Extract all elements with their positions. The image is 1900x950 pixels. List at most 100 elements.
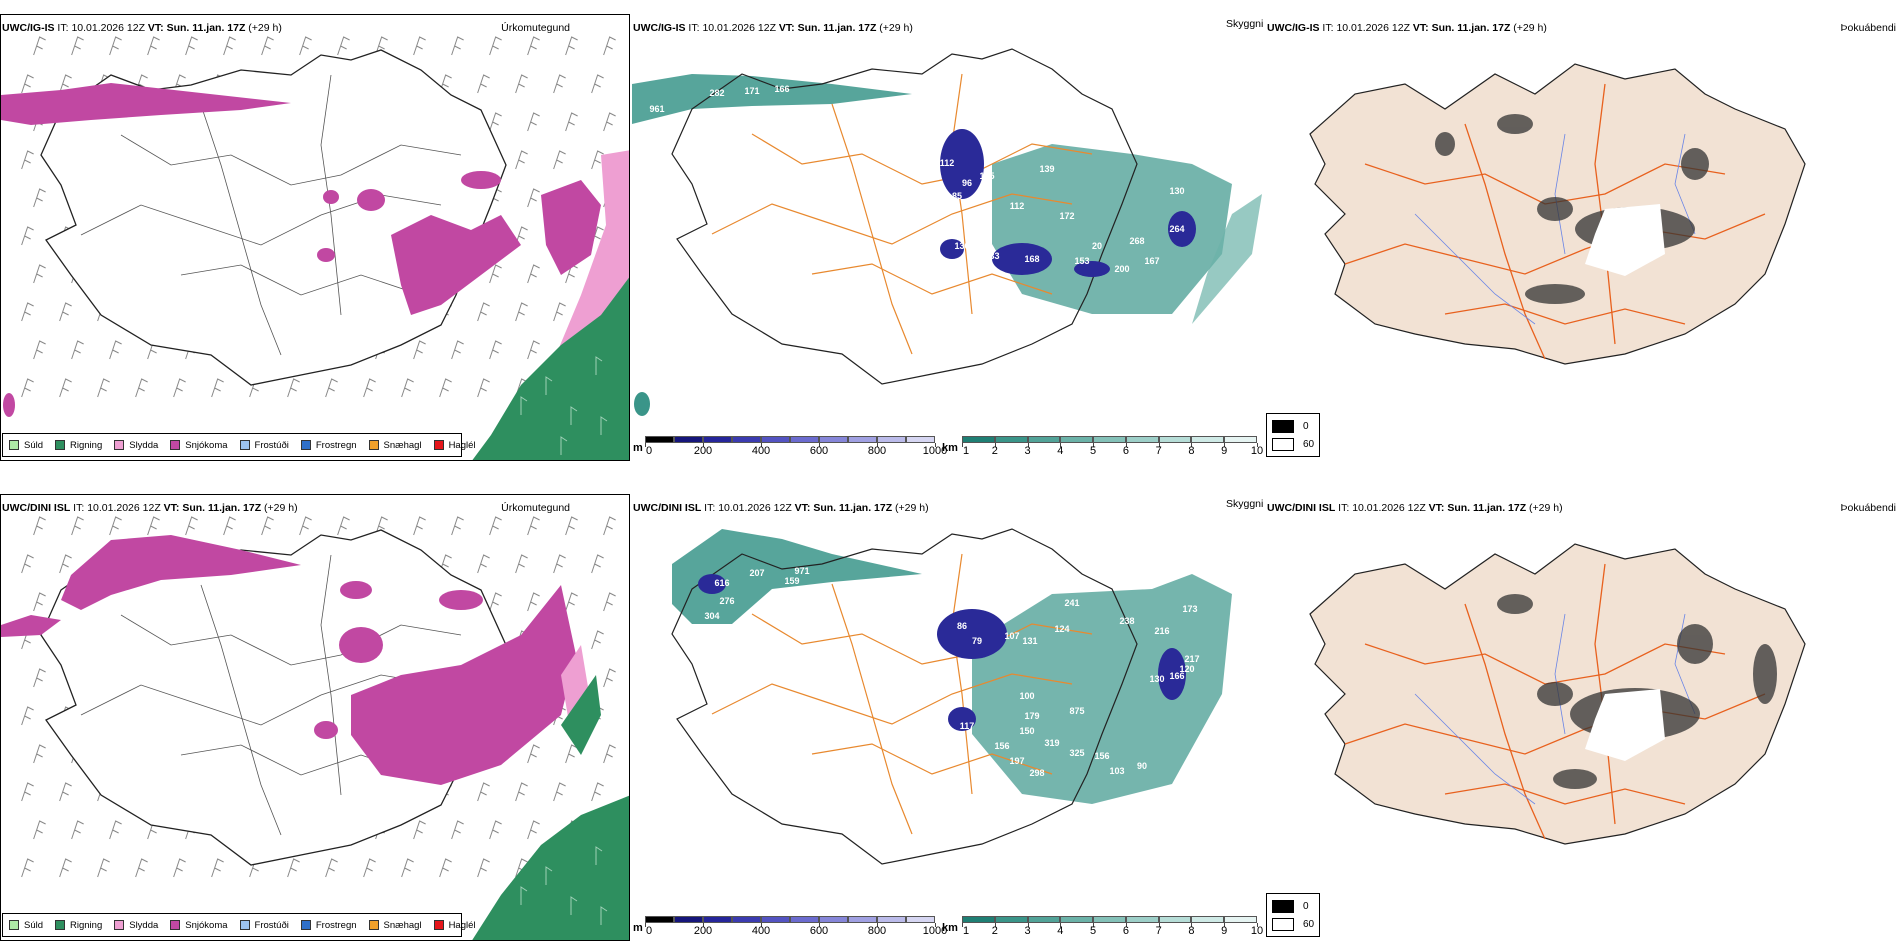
colorbar-segment bbox=[906, 916, 935, 923]
colorbar-tick-label: 8 bbox=[1188, 445, 1195, 457]
colorbar-tick bbox=[703, 923, 704, 927]
teal-area bbox=[1192, 194, 1262, 324]
wind-barb bbox=[147, 516, 160, 536]
colorbar-segment bbox=[962, 436, 995, 443]
wind-barb bbox=[33, 820, 46, 840]
wind-barb bbox=[375, 516, 388, 536]
teal-area bbox=[672, 529, 922, 624]
wind-barb bbox=[109, 36, 122, 56]
wind-barb bbox=[33, 188, 46, 208]
fog-map bbox=[1309, 63, 1806, 365]
colorbar-segment bbox=[1224, 916, 1257, 923]
colorbar-segment bbox=[994, 436, 1028, 443]
cloud-base-label: 616 bbox=[714, 578, 729, 588]
fog-map bbox=[1309, 543, 1806, 845]
visibility-heading: Skyggni bbox=[1226, 498, 1264, 510]
colorbar-tick bbox=[819, 443, 820, 447]
precip-type-map bbox=[1, 516, 629, 940]
legend-swatch bbox=[300, 440, 311, 450]
wind-barb bbox=[603, 112, 616, 132]
cloud-base-label: 172 bbox=[1059, 211, 1074, 221]
wind-barb bbox=[489, 112, 502, 132]
wind-barb bbox=[33, 340, 46, 360]
colorbar-tick bbox=[1027, 923, 1029, 927]
colorbar-tick-label: 800 bbox=[867, 925, 887, 937]
colorbar-segment bbox=[877, 436, 906, 443]
rain-barbs bbox=[520, 846, 608, 925]
wind-barb bbox=[477, 302, 490, 322]
colorbar-tick bbox=[962, 443, 963, 447]
cloud-base-label: 171 bbox=[744, 86, 759, 96]
legend-swatch bbox=[433, 920, 444, 930]
wind-barb bbox=[413, 516, 426, 536]
wind-barb bbox=[299, 36, 312, 56]
wind-barb bbox=[59, 782, 72, 802]
legend-item: Snjókoma bbox=[170, 440, 228, 451]
wind-barb bbox=[287, 378, 300, 398]
wind-barb bbox=[477, 554, 490, 574]
wind-barb bbox=[71, 516, 84, 536]
rain-area bbox=[472, 795, 629, 940]
cloudbase-colorbar: m 0 200 400 600 800 1000 bbox=[633, 916, 947, 938]
legend-swatch bbox=[368, 920, 379, 930]
colorbar-tick bbox=[1125, 443, 1127, 447]
precip-type-map bbox=[1, 36, 629, 460]
cloud-base-label: 85 bbox=[952, 191, 962, 201]
colorbar-tick bbox=[703, 443, 704, 447]
roads bbox=[80, 554, 462, 836]
wind-barb bbox=[451, 820, 464, 840]
wind-barb bbox=[489, 340, 502, 360]
colorbar-tick bbox=[994, 443, 996, 447]
rain-area bbox=[561, 675, 601, 755]
wind-barb bbox=[363, 858, 376, 878]
wind-barb bbox=[147, 36, 160, 56]
precip-type-panel bbox=[0, 14, 630, 461]
visibility-heading: Skyggni bbox=[1226, 18, 1264, 30]
cloud-base-label: 304 bbox=[704, 611, 719, 621]
colorbar-segment bbox=[1224, 436, 1257, 443]
cloud-base-label: 112 bbox=[1010, 201, 1025, 211]
colorbar-segment bbox=[819, 916, 848, 923]
cloudbase-areas bbox=[940, 129, 1196, 277]
colorbar-tick bbox=[1224, 443, 1226, 447]
cloud-base-label: 79 bbox=[972, 636, 982, 646]
wind-barb bbox=[591, 150, 604, 170]
fog-panel bbox=[1265, 494, 1900, 894]
colorbar-tick-label: 400 bbox=[751, 925, 771, 937]
wind-barb bbox=[21, 302, 34, 322]
colorbar-tick bbox=[1257, 443, 1258, 447]
wind-barb bbox=[565, 516, 578, 536]
legend-item: Súld bbox=[9, 920, 43, 931]
wind-barb bbox=[515, 302, 528, 322]
visibility-panel: 961 282 171 166 112 96 85 135 30 139 71 172 112 130 13… bbox=[632, 14, 1262, 461]
cloud-base-label: 120 bbox=[1179, 664, 1194, 674]
legend-swatch bbox=[114, 920, 125, 930]
wind-barb bbox=[439, 858, 452, 878]
teal-area bbox=[634, 392, 650, 416]
wind-barb bbox=[59, 378, 72, 398]
cloud-base-label: 86 bbox=[957, 621, 967, 631]
colorbar-tick-label: 4 bbox=[1057, 445, 1064, 457]
cloud-base-label: 130 bbox=[1169, 186, 1184, 196]
colorbar-tick bbox=[1191, 443, 1193, 447]
colorbar-tick bbox=[1158, 923, 1160, 927]
wind-barb bbox=[401, 378, 414, 398]
cloud-base-label: 238 bbox=[1119, 616, 1134, 626]
wind-barb bbox=[223, 36, 236, 56]
cloud-base-label: 103 bbox=[1109, 766, 1124, 776]
wind-barb bbox=[413, 340, 426, 360]
roads bbox=[711, 553, 1093, 835]
wind-barb bbox=[261, 516, 274, 536]
colorbar-tick-label: 600 bbox=[809, 925, 829, 937]
wind-barb bbox=[451, 340, 464, 360]
fog-key: 0 60 bbox=[1266, 413, 1320, 457]
colorbar-tick bbox=[1224, 923, 1226, 927]
wind-barb bbox=[553, 74, 566, 94]
wind-barb bbox=[135, 378, 148, 398]
wind-barb bbox=[451, 36, 464, 56]
colorbar-segment bbox=[819, 436, 848, 443]
wind-barb bbox=[21, 150, 34, 170]
legend-swatch bbox=[170, 440, 181, 450]
fog-panel bbox=[1265, 14, 1900, 414]
